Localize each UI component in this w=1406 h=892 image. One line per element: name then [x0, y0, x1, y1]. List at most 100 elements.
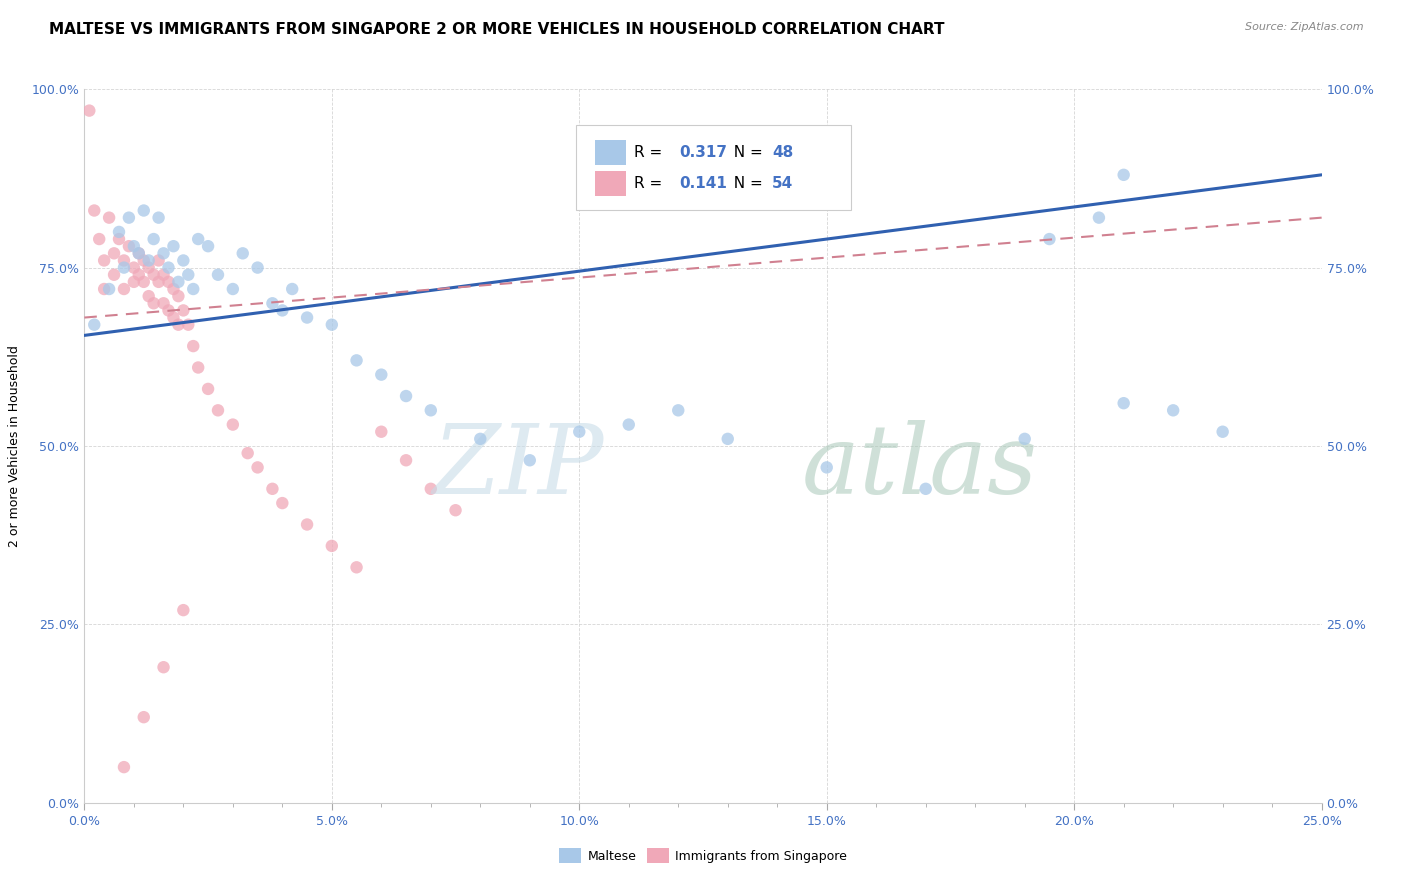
Point	[1014, 432, 1036, 446]
Point	[93, 253, 115, 268]
Point	[132, 275, 155, 289]
Point	[207, 268, 229, 282]
Point	[321, 318, 343, 332]
Point	[197, 382, 219, 396]
Point	[246, 260, 269, 275]
Point	[152, 660, 174, 674]
Text: R =: R =	[634, 145, 668, 160]
Point	[172, 303, 194, 318]
Point	[1088, 211, 1111, 225]
Point	[108, 232, 131, 246]
Point	[162, 310, 184, 325]
Point	[177, 268, 200, 282]
Point	[295, 517, 318, 532]
Point	[162, 239, 184, 253]
Point	[281, 282, 304, 296]
Point	[197, 239, 219, 253]
Text: 48: 48	[772, 145, 793, 160]
Point	[122, 260, 145, 275]
Point	[142, 268, 165, 282]
Point	[128, 268, 150, 282]
Point	[142, 232, 165, 246]
Point	[138, 253, 160, 268]
Point	[346, 353, 368, 368]
Point	[181, 339, 204, 353]
Point	[470, 432, 492, 446]
Point	[246, 460, 269, 475]
Text: 0.317: 0.317	[679, 145, 727, 160]
Point	[162, 282, 184, 296]
Text: 54: 54	[772, 177, 793, 192]
Point	[148, 211, 170, 225]
Point	[444, 503, 467, 517]
Point	[1038, 232, 1060, 246]
Legend: Maltese, Immigrants from Singapore: Maltese, Immigrants from Singapore	[554, 844, 852, 868]
Point	[112, 760, 135, 774]
Point	[138, 289, 160, 303]
Point	[177, 318, 200, 332]
Point	[93, 282, 115, 296]
Point	[395, 453, 418, 467]
Point	[222, 417, 245, 432]
Point	[152, 268, 174, 282]
Point	[132, 710, 155, 724]
Text: 0.141: 0.141	[679, 177, 727, 192]
Text: R =: R =	[634, 177, 668, 192]
Point	[98, 282, 121, 296]
Y-axis label: 2 or more Vehicles in Household: 2 or more Vehicles in Household	[7, 345, 21, 547]
Point	[152, 246, 174, 260]
Point	[167, 318, 190, 332]
Point	[148, 275, 170, 289]
Point	[132, 203, 155, 218]
Point	[112, 253, 135, 268]
Point	[519, 453, 541, 467]
Point	[132, 253, 155, 268]
Point	[295, 310, 318, 325]
Point	[103, 268, 125, 282]
Point	[142, 296, 165, 310]
Point	[236, 446, 259, 460]
Point	[108, 225, 131, 239]
Point	[666, 403, 689, 417]
Point	[207, 403, 229, 417]
Point	[370, 425, 392, 439]
Point	[98, 211, 121, 225]
Point	[103, 246, 125, 260]
Point	[157, 303, 180, 318]
Point	[83, 203, 105, 218]
Point	[128, 246, 150, 260]
Point	[262, 482, 284, 496]
Text: atlas: atlas	[801, 420, 1038, 515]
Point	[815, 460, 838, 475]
Point	[157, 275, 180, 289]
Point	[118, 211, 141, 225]
Point	[172, 253, 194, 268]
Point	[128, 246, 150, 260]
Point	[346, 560, 368, 574]
Point	[617, 417, 640, 432]
Point	[152, 296, 174, 310]
Point	[167, 289, 190, 303]
Point	[148, 253, 170, 268]
Point	[1212, 425, 1234, 439]
Point	[172, 603, 194, 617]
Point	[419, 403, 441, 417]
Point	[122, 275, 145, 289]
Point	[112, 282, 135, 296]
Text: N =: N =	[724, 145, 768, 160]
Text: N =: N =	[724, 177, 768, 192]
Point	[568, 425, 591, 439]
Point	[187, 232, 209, 246]
Point	[271, 496, 294, 510]
Point	[83, 318, 105, 332]
Point	[167, 275, 190, 289]
Text: Source: ZipAtlas.com: Source: ZipAtlas.com	[1246, 22, 1364, 32]
Point	[271, 303, 294, 318]
Point	[1161, 403, 1184, 417]
Point	[914, 482, 936, 496]
Text: MALTESE VS IMMIGRANTS FROM SINGAPORE 2 OR MORE VEHICLES IN HOUSEHOLD CORRELATION: MALTESE VS IMMIGRANTS FROM SINGAPORE 2 O…	[49, 22, 945, 37]
Point	[181, 282, 204, 296]
Point	[419, 482, 441, 496]
Point	[118, 239, 141, 253]
Point	[112, 260, 135, 275]
